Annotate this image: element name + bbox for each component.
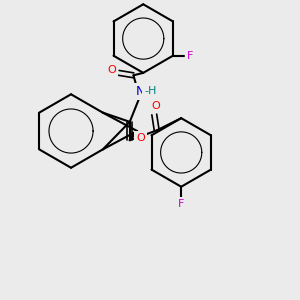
Text: O: O [136,134,145,143]
Text: -H: -H [144,86,157,96]
Text: O: O [151,101,160,111]
Text: F: F [178,199,184,209]
Text: O: O [107,65,116,75]
Text: F: F [187,51,193,61]
Text: N: N [136,85,146,98]
